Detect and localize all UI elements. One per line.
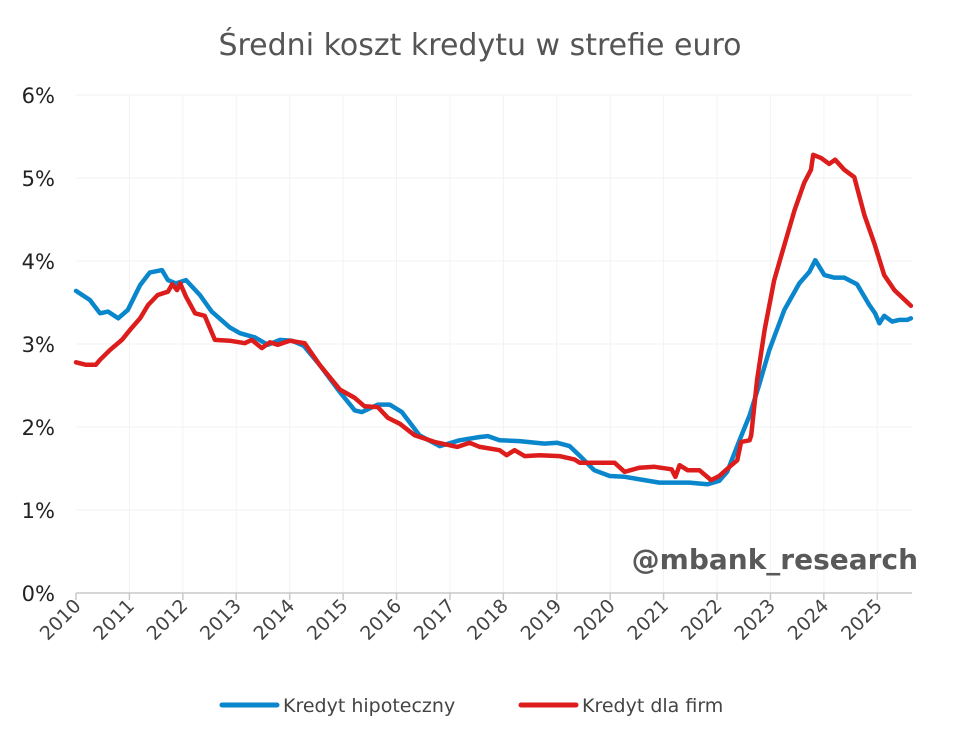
x-tick-label: 2016 bbox=[356, 595, 406, 645]
x-axis: 2010 2011 2012 2013 2014 2015 2016 2017 2018 2019… bbox=[36, 592, 912, 645]
chart-title: Średni koszt kredytu w strefie euro bbox=[218, 26, 741, 63]
y-tick-label: 0% bbox=[22, 582, 55, 606]
x-tick-label: 2022 bbox=[677, 595, 727, 645]
x-tick-label: 2025 bbox=[837, 595, 887, 645]
grid bbox=[76, 94, 912, 593]
y-tick-label: 5% bbox=[22, 167, 55, 191]
legend: Kredyt hipoteczny Kredyt dla firm bbox=[219, 695, 723, 717]
x-tick-label: 2023 bbox=[730, 595, 780, 645]
y-axis: 0% 1% 2% 3% 4% 5% 6% bbox=[22, 84, 55, 606]
legend-label: Kredyt hipoteczny bbox=[283, 695, 455, 717]
x-tick-label: 2013 bbox=[196, 595, 246, 645]
y-tick-label: 4% bbox=[22, 250, 55, 274]
x-tick-label: 2018 bbox=[463, 595, 513, 645]
x-tick-label: 2021 bbox=[623, 595, 673, 645]
x-tick-label: 2015 bbox=[303, 595, 353, 645]
y-tick-label: 1% bbox=[22, 499, 55, 523]
x-tick-label: 2012 bbox=[143, 595, 193, 645]
x-tick-label: 2020 bbox=[570, 595, 620, 645]
series-lines bbox=[73, 152, 914, 487]
x-tick-label: 2017 bbox=[410, 595, 460, 645]
y-tick-label: 3% bbox=[22, 333, 55, 357]
series-line-mortgage bbox=[73, 257, 914, 487]
x-tick-label: 2024 bbox=[784, 595, 834, 645]
y-tick-label: 2% bbox=[22, 416, 55, 440]
x-tick-label: 2019 bbox=[517, 595, 567, 645]
x-tick-label: 2014 bbox=[249, 595, 299, 645]
series-line-firms bbox=[73, 152, 914, 483]
x-tick-label: 2011 bbox=[89, 595, 139, 645]
legend-label: Kredyt dla firm bbox=[582, 695, 723, 717]
y-tick-label: 6% bbox=[22, 84, 55, 108]
watermark: @mbank_research bbox=[632, 543, 918, 576]
